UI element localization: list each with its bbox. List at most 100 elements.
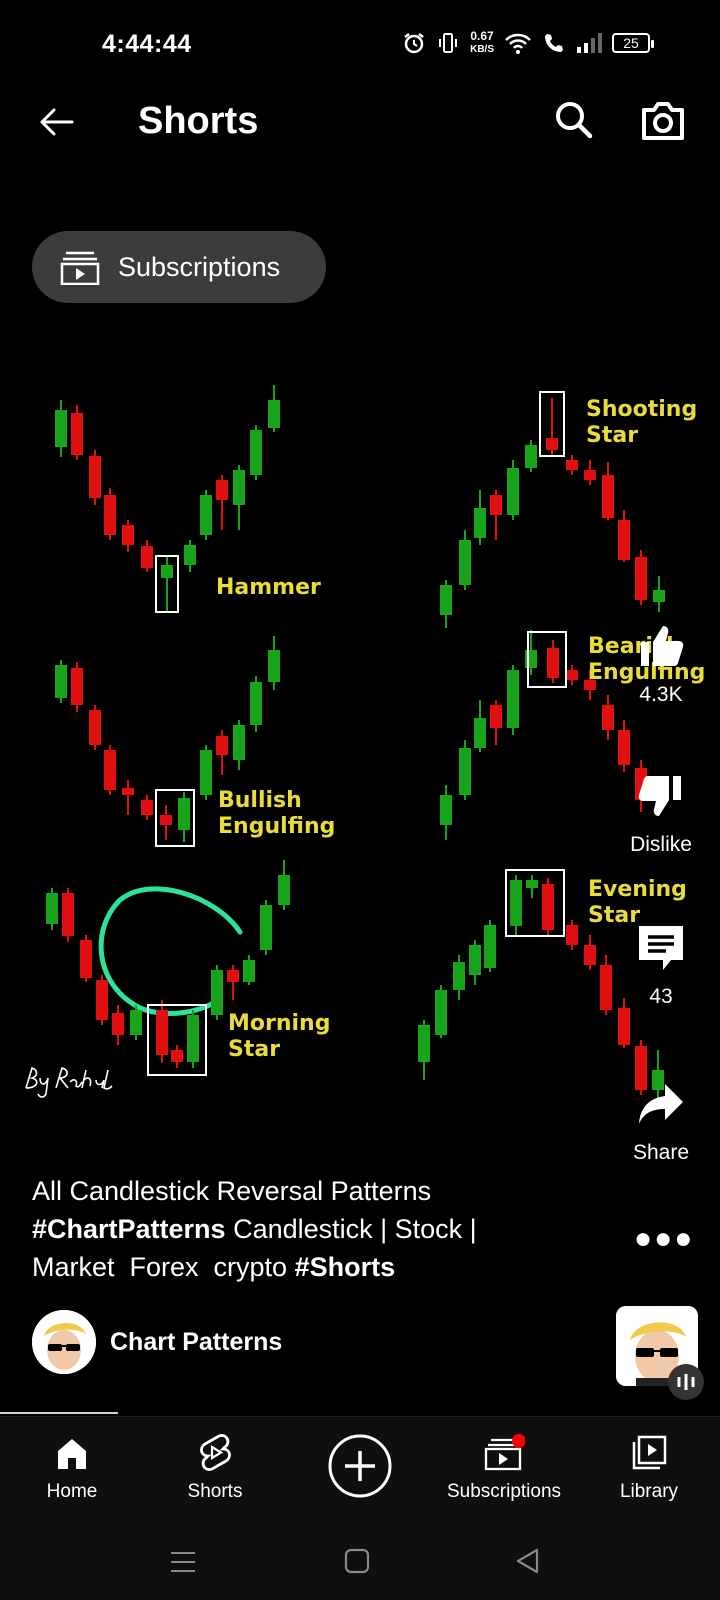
thumbs-up-icon <box>641 626 684 666</box>
nav-library-label: Library <box>619 1481 679 1502</box>
candle-body <box>141 546 153 568</box>
candle-body <box>233 725 245 760</box>
comments-button[interactable]: 43 <box>616 922 706 1009</box>
more-options-icon[interactable]: ●●● <box>634 1222 695 1255</box>
channel-row[interactable]: Chart Patterns <box>32 1310 282 1374</box>
like-button[interactable]: 4.3K <box>616 620 706 707</box>
candle-body <box>584 470 596 480</box>
video-description[interactable]: All Candlestick Reversal Patterns #Chart… <box>32 1172 572 1286</box>
pattern-highlight-box <box>155 555 179 613</box>
candle-body <box>652 1070 664 1090</box>
candle-body <box>542 884 554 930</box>
candle-body <box>122 788 134 795</box>
subscriptions-chip-label: Subscriptions <box>118 251 281 282</box>
pattern-highlight-box <box>527 631 567 688</box>
share-button[interactable]: Share <box>616 1078 706 1165</box>
share-icon <box>639 1084 683 1124</box>
candle-body <box>600 965 612 1010</box>
back-triangle-icon[interactable] <box>516 1548 540 1574</box>
candle-body <box>156 1010 168 1055</box>
candle-body <box>618 1008 630 1045</box>
hammer-highlight-circle <box>98 886 243 1016</box>
nav-home-label: Home <box>46 1481 98 1502</box>
candle-body <box>459 748 471 795</box>
nav-create[interactable] <box>326 1433 394 1505</box>
video-progress-bar[interactable] <box>0 1412 118 1414</box>
candle-body <box>104 495 116 535</box>
create-plus-icon <box>328 1434 392 1498</box>
candle-body <box>268 400 280 428</box>
candle-body <box>566 670 578 680</box>
candle-body <box>71 668 83 705</box>
signal-icon <box>577 33 602 53</box>
candle-body <box>211 970 223 1015</box>
candle-body <box>510 880 522 926</box>
share-label: Share <box>632 1141 690 1164</box>
candle-body <box>187 1015 199 1062</box>
candle-body <box>200 750 212 795</box>
label-shooting-star-1: Shooting <box>586 397 698 422</box>
label-bullish-engulfing-1: Bullish <box>218 788 302 813</box>
sound-thumbnail[interactable] <box>616 1306 698 1386</box>
candle-body <box>618 520 630 560</box>
candle-body <box>260 905 272 950</box>
candle-body <box>635 1046 647 1090</box>
hashtag-shorts[interactable]: #Shorts <box>294 1252 396 1282</box>
hashtag-chartpatterns[interactable]: #ChartPatterns <box>32 1214 226 1244</box>
candle-body <box>507 468 519 515</box>
search-icon[interactable] <box>552 98 596 142</box>
candle-body <box>526 880 538 888</box>
candle-body <box>171 1050 183 1062</box>
candle-body <box>440 795 452 825</box>
candle-body <box>89 456 101 498</box>
candle-body <box>546 438 558 450</box>
pattern-highlight-box <box>505 869 565 937</box>
candle-body <box>602 705 614 730</box>
candle-body <box>268 650 280 682</box>
wifi-calling-icon <box>545 34 563 52</box>
menu-icon[interactable] <box>170 1550 196 1574</box>
dislike-button[interactable]: Dislike <box>616 770 706 857</box>
page-title: Shorts <box>138 100 259 142</box>
home-square-icon[interactable] <box>344 1548 370 1574</box>
candle-body <box>112 1013 124 1035</box>
subscriptions-icon <box>60 251 100 285</box>
net-speed: 0.67 KB/S <box>470 29 494 56</box>
candle-body <box>250 430 262 475</box>
candle-body <box>141 800 153 815</box>
candle-body <box>566 460 578 470</box>
subscriptions-chip[interactable]: Subscriptions <box>32 231 326 303</box>
candle-body <box>104 750 116 790</box>
subscriptions-nav-icon <box>484 1434 525 1471</box>
label-morning-star-2: Star <box>228 1037 281 1062</box>
candle-body <box>566 925 578 945</box>
candle-body <box>89 710 101 745</box>
camera-icon[interactable] <box>640 98 686 144</box>
label-evening-star-1: Evening <box>588 877 687 902</box>
battery-icon: 25 <box>612 33 654 53</box>
nav-subscriptions[interactable]: Subscriptions <box>436 1431 572 1503</box>
channel-avatar[interactable] <box>32 1310 96 1374</box>
nav-shorts-label: Shorts <box>187 1481 243 1502</box>
label-shooting-star-2: Star <box>586 423 639 448</box>
description-line-1: All Candlestick Reversal Patterns <box>32 1176 432 1206</box>
candlestick-patterns-image <box>25 385 665 1100</box>
bottom-navigation: Home Shorts Subscriptions Library <box>0 1416 720 1525</box>
nav-shorts[interactable]: Shorts <box>170 1431 260 1503</box>
pattern-highlight-box <box>155 789 195 847</box>
like-count: 4.3K <box>639 683 683 706</box>
candle-body <box>453 962 465 990</box>
candle-body <box>618 730 630 765</box>
candle-body <box>227 970 239 982</box>
candle-body <box>178 798 190 830</box>
candle-body <box>584 945 596 965</box>
candle-body <box>435 990 447 1035</box>
channel-name[interactable]: Chart Patterns <box>110 1327 283 1356</box>
candle-body <box>122 525 134 545</box>
candle-body <box>602 475 614 518</box>
nav-home[interactable]: Home <box>30 1431 114 1503</box>
nav-library[interactable]: Library <box>604 1431 694 1503</box>
candle-body <box>490 495 502 515</box>
back-arrow-icon[interactable] <box>34 100 78 144</box>
audio-icon[interactable] <box>668 1364 704 1400</box>
